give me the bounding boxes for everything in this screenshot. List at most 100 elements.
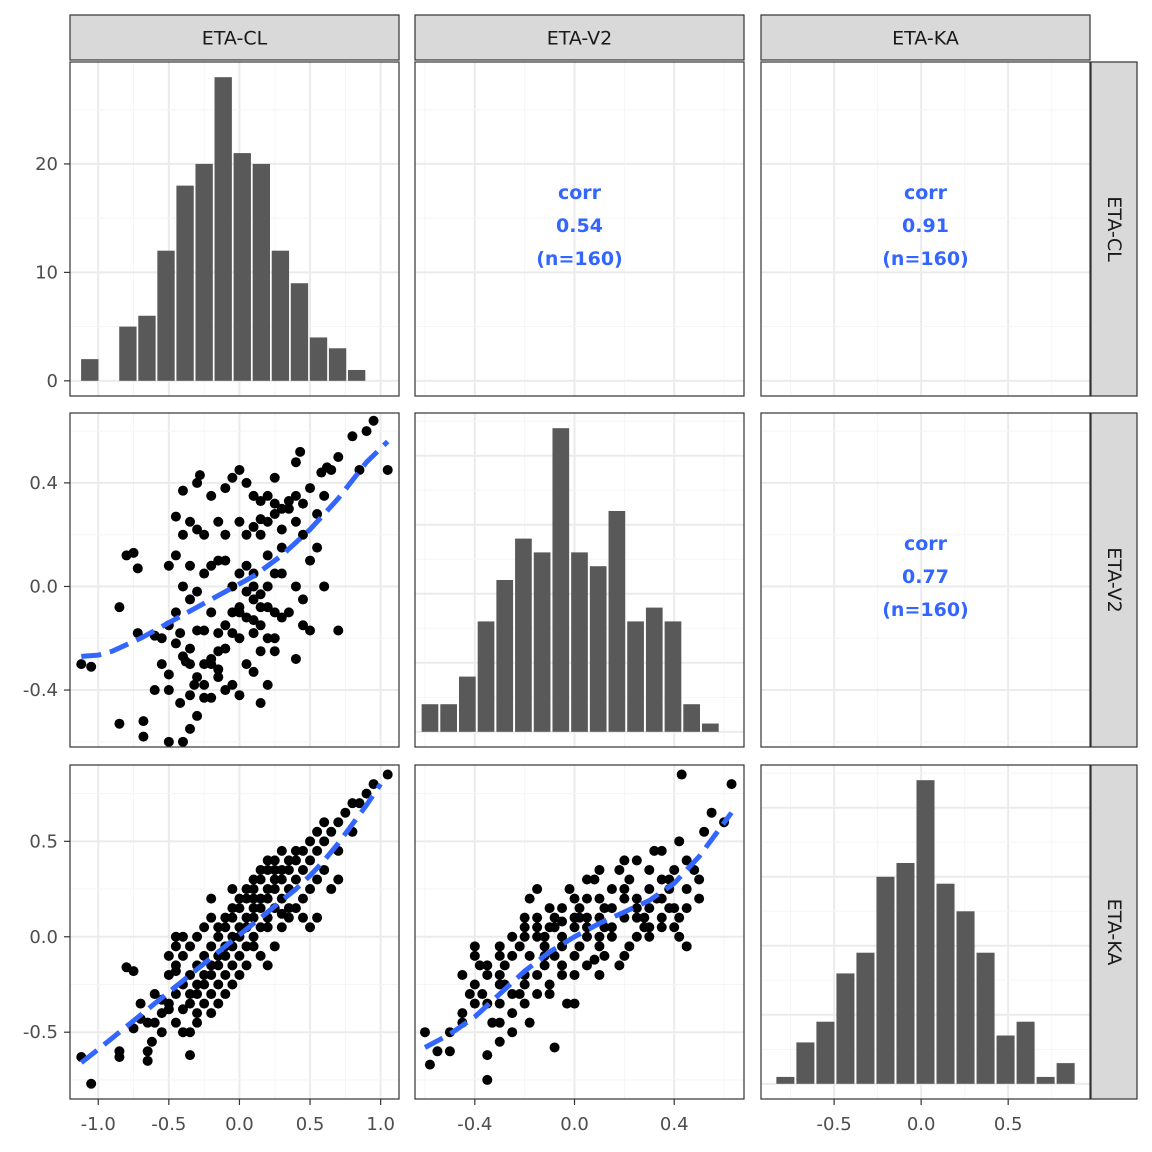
- scatter-point: [170, 607, 181, 618]
- scatter-point: [594, 931, 605, 942]
- scatter-point: [297, 893, 308, 904]
- scatter-point: [494, 941, 505, 952]
- scatter-point: [297, 912, 308, 923]
- scatter-point: [220, 922, 231, 933]
- strip-label: ETA-V2: [547, 28, 613, 50]
- scatter-point: [319, 864, 330, 875]
- scatter-point: [644, 922, 655, 933]
- scatter-point: [149, 989, 160, 1000]
- scatter-point: [312, 845, 323, 856]
- scatter-point: [539, 960, 550, 971]
- scatter-point: [220, 912, 231, 923]
- scatter-point: [368, 415, 379, 426]
- y-tick-label: -0.4: [23, 680, 58, 701]
- scatter-point: [206, 692, 217, 703]
- scatter-point: [276, 524, 287, 535]
- scatter-point: [199, 998, 210, 1009]
- x-tick-label: 0.0: [225, 1114, 254, 1135]
- scatter-point: [227, 628, 238, 639]
- scatter-point: [269, 568, 280, 579]
- scatter-point: [333, 625, 344, 636]
- scatter-point: [227, 679, 238, 690]
- strip-background: [414, 14, 745, 61]
- scatter-point: [177, 950, 188, 961]
- scatter-point: [569, 922, 580, 933]
- scatter-point: [220, 685, 231, 696]
- scatter-point: [276, 612, 287, 623]
- scatter-point: [507, 950, 518, 961]
- histogram-bar: [1036, 1076, 1055, 1084]
- correlation-value: 0.91: [902, 215, 949, 237]
- scatter-point: [319, 817, 330, 828]
- scatter-point: [305, 836, 316, 847]
- scatter-point: [581, 931, 592, 942]
- scatter-point: [333, 452, 344, 463]
- scatter-point: [220, 989, 231, 1000]
- strip-label: ETA-CL: [1103, 196, 1125, 262]
- scatter-point: [192, 979, 203, 990]
- scatter-point: [297, 529, 308, 540]
- scatter-point: [594, 893, 605, 904]
- scatter-point: [163, 669, 174, 680]
- scatter-point: [656, 845, 667, 856]
- correlation-n: (n=160): [882, 599, 968, 621]
- scatter-point: [269, 607, 280, 618]
- scatter-point: [170, 511, 181, 522]
- scatter-point: [189, 679, 200, 690]
- scatter-point: [269, 855, 280, 866]
- panel-border: [69, 764, 400, 1100]
- scatter-point: [185, 560, 196, 571]
- scatter-point: [248, 581, 259, 592]
- scatter-point: [192, 625, 203, 636]
- histogram-bar: [552, 428, 570, 732]
- scatter-point: [185, 659, 196, 670]
- scatter-point: [114, 1052, 125, 1063]
- histogram-bar: [176, 185, 194, 381]
- scatter-point: [283, 496, 294, 507]
- scatter-point: [581, 893, 592, 904]
- scatter-point: [194, 470, 205, 481]
- scatter-point: [185, 1050, 196, 1061]
- correlation-value: 0.54: [556, 215, 603, 237]
- x-tick-label: 0.5: [296, 1114, 325, 1135]
- scatter-point: [619, 884, 630, 895]
- scatter-point: [319, 490, 330, 501]
- scatter-point: [664, 903, 675, 914]
- scatter-point: [213, 950, 224, 961]
- scatter-point: [312, 508, 323, 519]
- scatter-point: [248, 893, 259, 904]
- scatter-point: [76, 659, 87, 670]
- scatter-point: [544, 989, 555, 1000]
- scatter-point: [549, 922, 560, 933]
- x-tick-label: 1.0: [366, 1114, 395, 1135]
- scatter-point: [557, 903, 568, 914]
- histogram-bar: [195, 163, 213, 381]
- histogram-bar: [458, 676, 476, 732]
- scatter-point: [656, 912, 667, 923]
- scatter-point: [333, 817, 344, 828]
- scatter-point: [326, 884, 337, 895]
- scatter-point: [185, 690, 196, 701]
- scatter-point: [248, 941, 259, 952]
- histogram-bar: [515, 538, 532, 732]
- x-tick-label: 0.5: [994, 1114, 1023, 1135]
- scatter-point: [557, 969, 568, 980]
- scatter-point: [213, 555, 224, 566]
- scatter-point: [248, 884, 259, 895]
- scatter-point: [192, 1008, 203, 1019]
- scatter-point: [269, 864, 280, 875]
- scatter-point: [681, 941, 692, 952]
- scatter-point: [262, 922, 273, 933]
- panel-background: [761, 62, 1090, 396]
- scatter-point: [619, 893, 630, 904]
- scatter-point: [206, 607, 217, 618]
- scatter-point: [163, 736, 174, 747]
- scatter-point: [699, 826, 710, 837]
- scatter-point: [220, 969, 231, 980]
- scatter-point: [432, 1046, 443, 1057]
- histogram-bar: [533, 552, 551, 732]
- scatter-point: [234, 893, 245, 904]
- x-tick-label: 0.0: [560, 1114, 589, 1135]
- scatter-point: [333, 874, 344, 885]
- y-tick-label: 0.5: [29, 831, 58, 852]
